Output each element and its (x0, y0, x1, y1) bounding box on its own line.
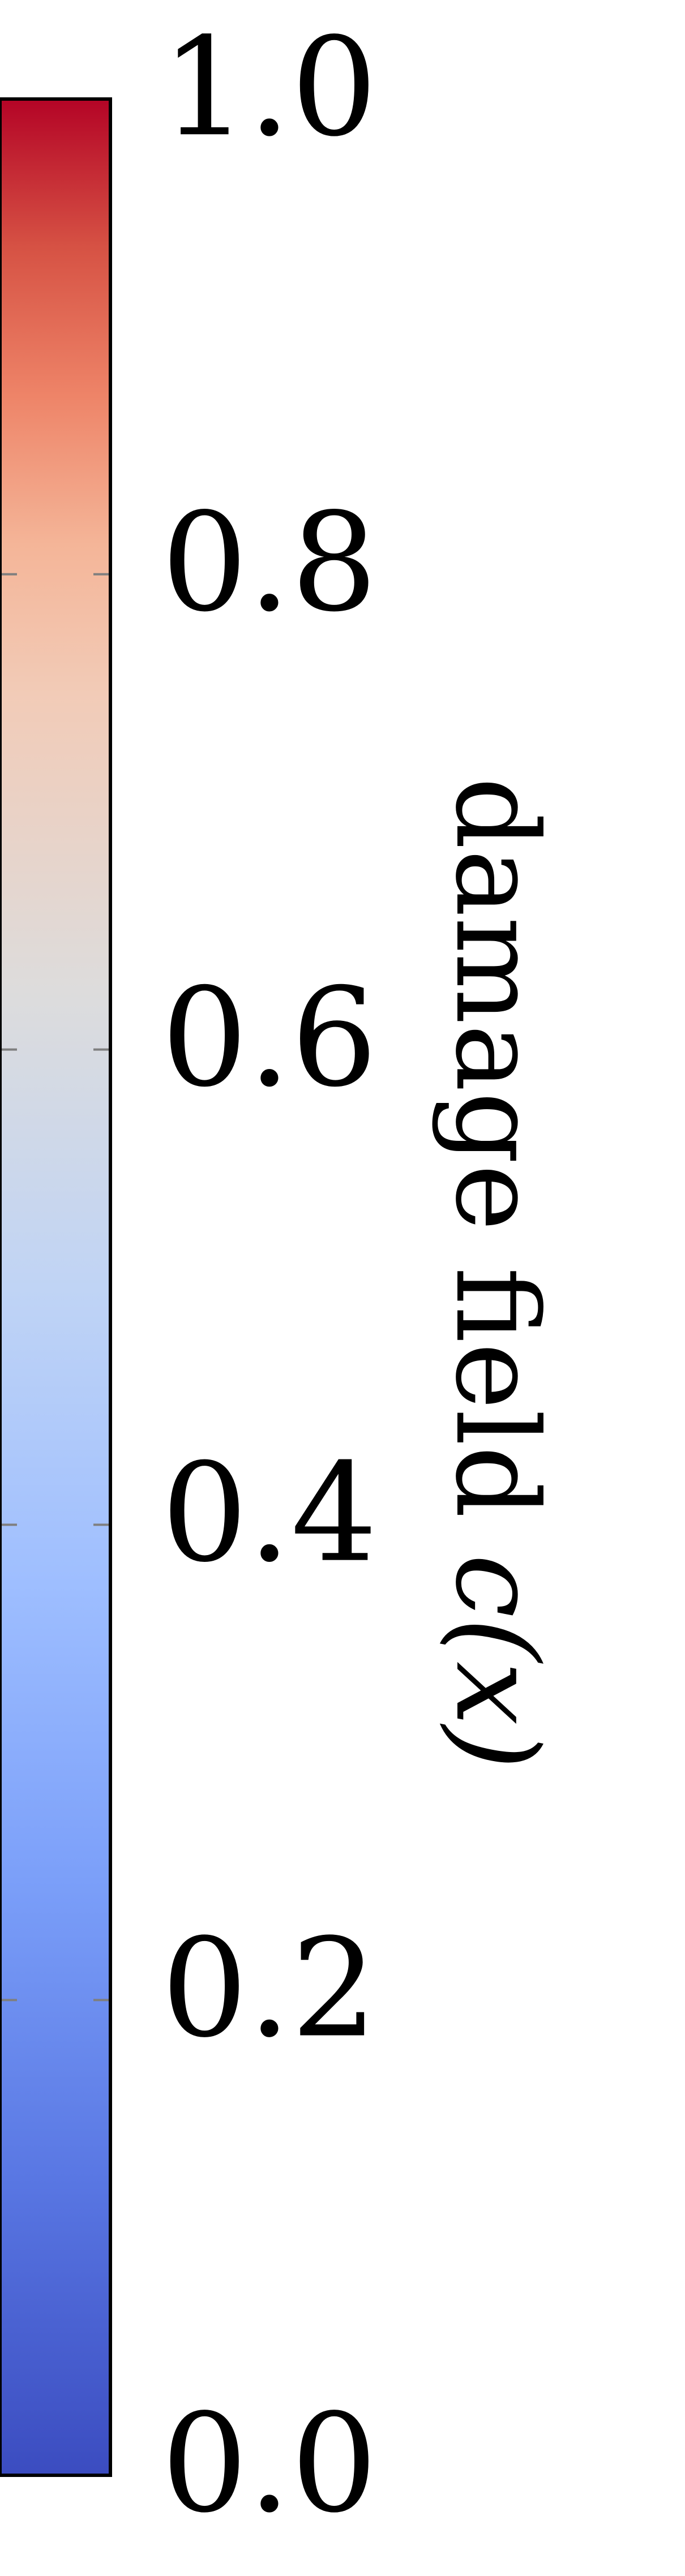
tick-label-5: 1.0 (161, 8, 378, 166)
colorbar-axis-label-text: damage field (430, 777, 562, 1554)
colorbar-gradient-bar (0, 99, 110, 2475)
colorbar-axis-label-math: c(x) (430, 1554, 562, 1770)
tick-label-3: 0.6 (161, 959, 378, 1117)
tick-label-1: 0.2 (161, 1909, 378, 2067)
tick-label-0: 0.0 (161, 2384, 378, 2543)
colorbar-tick-labels: 0.0 0.2 0.4 0.6 0.8 1.0 (161, 8, 378, 2543)
colorbar-axis-label: damage field c(x) (430, 777, 562, 1770)
tick-label-4: 0.8 (161, 483, 378, 642)
tick-label-2: 0.4 (161, 1434, 378, 1592)
colorbar-frame (0, 97, 112, 2477)
